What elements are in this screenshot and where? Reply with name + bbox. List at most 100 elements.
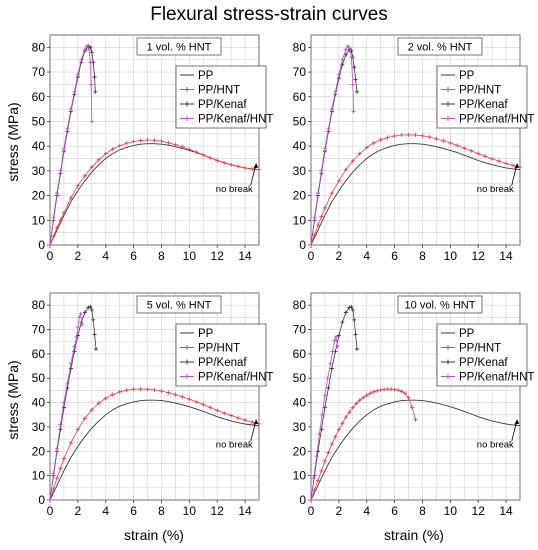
data-point <box>152 138 157 143</box>
y-tick-label: 20 <box>293 444 307 458</box>
legend: PP PP/HNT PP/Kenaf PP/Kenaf/HNT <box>175 65 273 129</box>
data-point <box>336 72 341 77</box>
data-point <box>131 387 136 392</box>
data-point <box>215 408 220 413</box>
data-point <box>504 161 509 166</box>
data-point <box>257 167 261 172</box>
data-point <box>54 476 59 481</box>
data-point <box>441 138 446 143</box>
annotation-arrowhead <box>514 419 520 425</box>
data-point <box>361 395 366 400</box>
data-point <box>215 158 220 163</box>
x-tick-label: 12 <box>211 504 225 518</box>
panel-label-box <box>397 37 483 56</box>
data-point <box>54 225 59 230</box>
annotation-text: no break <box>477 440 514 451</box>
data-point <box>476 151 481 156</box>
data-point <box>72 89 77 94</box>
data-point <box>117 143 122 148</box>
data-point <box>75 183 80 188</box>
data-point <box>354 347 359 352</box>
data-point <box>413 133 418 138</box>
legend-entry: PP/Kenaf/HNT <box>198 114 273 126</box>
data-point <box>350 308 355 313</box>
data-point <box>317 432 322 437</box>
legend-entry: PP <box>459 70 475 82</box>
data-point <box>413 417 418 422</box>
data-point <box>320 412 325 417</box>
data-point <box>61 456 66 461</box>
x-tick-label: 10 <box>183 249 197 263</box>
y-tick-label: 10 <box>293 469 307 483</box>
y-tick-label: 60 <box>32 347 46 361</box>
x-tick-label: 14 <box>238 504 252 518</box>
data-point <box>483 154 488 159</box>
data-point <box>448 140 453 145</box>
y-tick-label: 40 <box>293 139 307 153</box>
data-point <box>77 315 82 320</box>
legend-marker <box>184 359 190 365</box>
data-point <box>250 420 255 425</box>
data-point <box>322 393 327 398</box>
data-point <box>392 387 397 392</box>
data-point <box>54 191 59 196</box>
data-point <box>349 304 354 309</box>
panel-label: 10 vol. % HNT <box>405 300 476 312</box>
panel-label-box <box>136 37 222 56</box>
y-tick-label: 30 <box>293 164 307 178</box>
data-point <box>68 440 73 445</box>
data-point <box>329 107 334 112</box>
legend-entry: PP/HNT <box>459 85 501 97</box>
data-point <box>88 304 93 309</box>
y-tick-label: 20 <box>32 444 46 458</box>
data-point <box>371 389 376 394</box>
data-point <box>91 317 96 322</box>
data-point <box>427 135 432 140</box>
data-point <box>311 476 316 481</box>
x-tick-label: 0 <box>308 249 315 263</box>
y-axis-title-bottom: stress (MPa) <box>5 360 21 439</box>
data-point <box>322 405 327 410</box>
legend-marker <box>184 374 190 379</box>
legend-entry: PP/Kenaf <box>459 99 508 111</box>
data-point <box>328 361 333 366</box>
data-point <box>110 147 115 152</box>
series-line <box>49 45 93 246</box>
series-pp <box>310 143 521 246</box>
data-point <box>51 487 56 492</box>
y-tick-label: 80 <box>32 298 46 312</box>
y-tick-label: 0 <box>38 493 45 507</box>
x-tick-label: 0 <box>47 504 54 518</box>
data-point <box>375 388 380 393</box>
y-tick-label: 60 <box>293 347 307 361</box>
data-point <box>326 126 331 131</box>
data-point <box>315 478 320 483</box>
data-point <box>88 60 93 65</box>
x-axis-title-right: strain (%) <box>384 527 444 543</box>
data-point <box>89 119 94 124</box>
data-point <box>58 422 63 427</box>
y-tick-label: 30 <box>32 164 46 178</box>
data-point <box>51 471 56 476</box>
data-point <box>103 396 108 401</box>
figure-title: Flexural stress-strain curves <box>150 4 388 25</box>
legend-marker <box>445 345 451 350</box>
legend-marker <box>445 374 451 379</box>
legend-entry: PP/HNT <box>198 85 240 97</box>
y-tick-label: 10 <box>32 213 46 227</box>
data-point <box>243 165 248 170</box>
data-point <box>336 178 341 183</box>
data-point <box>357 151 362 156</box>
y-tick-label: 50 <box>293 114 307 128</box>
data-point <box>180 144 185 149</box>
legend-box <box>436 65 528 129</box>
data-point <box>336 427 341 432</box>
x-tick-label: 10 <box>183 504 197 518</box>
data-point <box>382 387 387 392</box>
y-tick-label: 40 <box>293 396 307 410</box>
series-pp-kenaf-hnt <box>48 311 85 502</box>
legend-entry: PP/Kenaf/HNT <box>459 114 534 126</box>
data-point <box>350 405 355 410</box>
series-pp-kenaf <box>309 304 359 502</box>
legend: PP PP/HNT PP/Kenaf PP/Kenaf/HNT <box>436 65 534 129</box>
